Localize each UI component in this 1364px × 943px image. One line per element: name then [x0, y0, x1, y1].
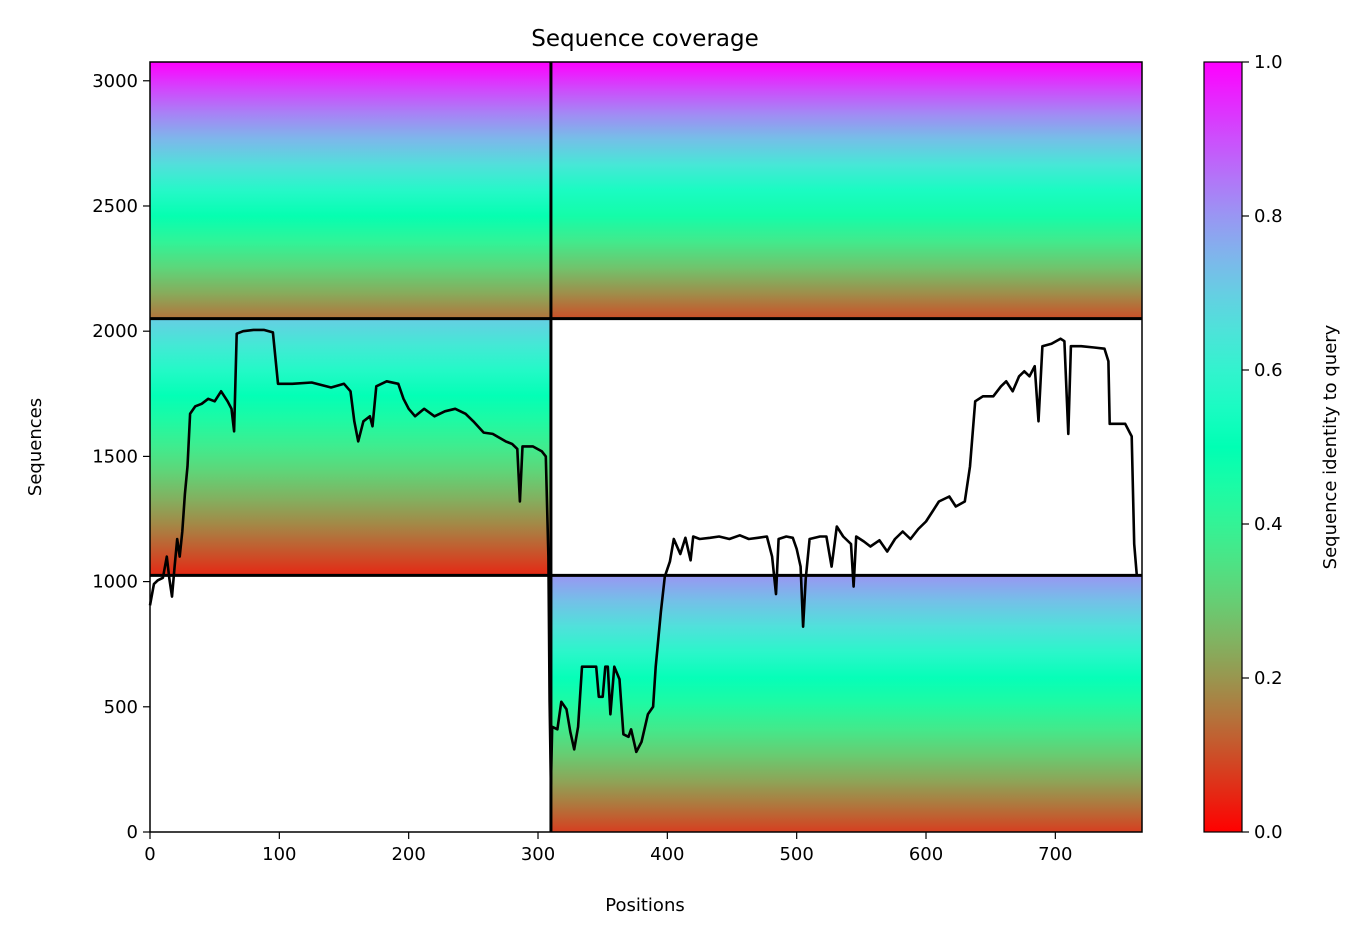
y-tick-label-0: 0	[127, 822, 138, 843]
msa-block-2	[150, 318, 551, 576]
y-tick-label-3000: 3000	[92, 71, 138, 92]
colorbar-tick-label-2: 0.4	[1254, 514, 1283, 535]
x-tick-label-300: 300	[521, 844, 555, 865]
colorbar: 0.0 0.2 0.4 0.6 0.8 1.0	[1203, 52, 1283, 843]
colorbar-tick-label-5: 1.0	[1254, 52, 1283, 73]
y-tick-label-2500: 2500	[92, 196, 138, 217]
colorbar-tick-label-3: 0.6	[1254, 360, 1283, 381]
x-tick-label-200: 200	[391, 844, 425, 865]
x-axis-label: Positions	[605, 895, 684, 916]
x-tick-label-500: 500	[779, 844, 813, 865]
x-axis: 0 100 200 300 400 500 600 700	[144, 832, 1073, 865]
x-tick-label-100: 100	[262, 844, 296, 865]
x-tick-label-0: 0	[144, 844, 155, 865]
msa-block-1	[550, 62, 1142, 319]
colorbar-tick-label-1: 0.2	[1254, 668, 1283, 689]
y-axis-label: Sequences	[25, 398, 46, 496]
plot-frame	[149, 61, 1143, 833]
x-tick-label-600: 600	[909, 844, 943, 865]
y-tick-label-2000: 2000	[92, 321, 138, 342]
msa-block-0	[150, 62, 551, 319]
chart-title: Sequence coverage	[531, 26, 759, 52]
x-tick-label-400: 400	[650, 844, 684, 865]
colorbar-label: Sequence identity to query	[1320, 324, 1341, 569]
colorbar-tick-label-4: 0.8	[1254, 206, 1283, 227]
x-tick-label-700: 700	[1038, 844, 1072, 865]
colorbar-scale	[1203, 61, 1243, 833]
y-tick-label-1000: 1000	[92, 572, 138, 593]
plot-area	[148, 61, 1143, 833]
colorbar-tick-label-0: 0.0	[1254, 822, 1283, 843]
msa-block-3	[550, 575, 1142, 832]
y-tick-label-1500: 1500	[92, 446, 138, 467]
y-tick-label-500: 500	[104, 697, 138, 718]
y-axis: 0 500 1000 1500 2000 2500 3000	[92, 71, 150, 843]
coverage-line	[148, 328, 1139, 786]
